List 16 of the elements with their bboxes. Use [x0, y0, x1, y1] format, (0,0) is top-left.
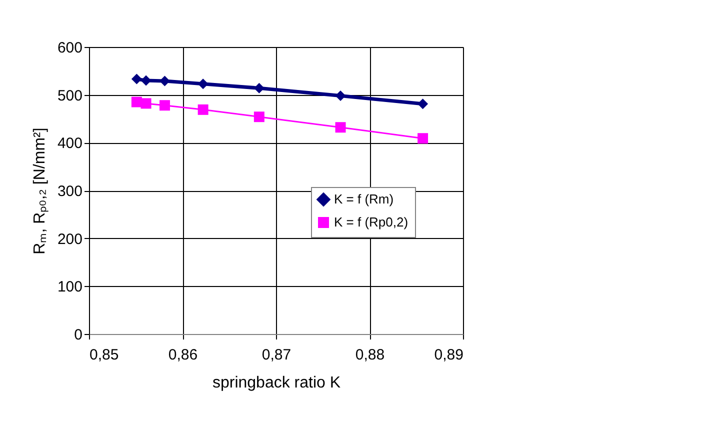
- x-tick-label: 0,85: [90, 346, 119, 364]
- x-tick-label: 0,88: [355, 346, 385, 364]
- y-tick-label: 600: [57, 40, 82, 56]
- y-tick-label: 300: [57, 183, 82, 200]
- legend-label: K = f (Rm): [334, 192, 394, 206]
- y-tick-label: 500: [57, 87, 82, 104]
- y-tick-label: 200: [57, 230, 82, 248]
- x-tick-label: 0,87: [262, 346, 292, 364]
- y-tick-label: 100: [57, 278, 82, 296]
- x-tick-label: 0,86: [168, 346, 198, 364]
- legend-label: K = f (Rp0,2): [334, 214, 408, 230]
- y-tick-label: 400: [57, 135, 82, 152]
- y-tick-label: 0: [74, 326, 82, 344]
- x-axis-title: springback ratio K: [212, 374, 341, 392]
- y-axis-title: Rₘ, Rₚ₀,₂ [N/mm²]: [31, 128, 48, 254]
- x-tick-label: 0,89: [434, 346, 464, 364]
